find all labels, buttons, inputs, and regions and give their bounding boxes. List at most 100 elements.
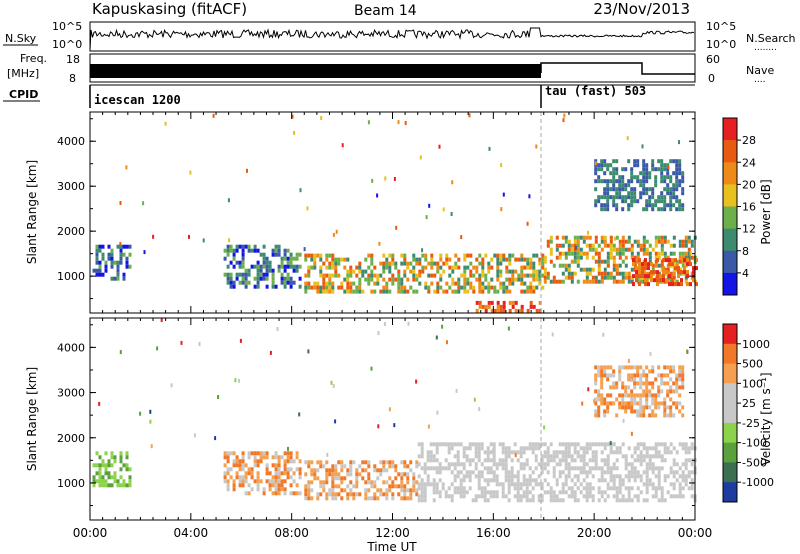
data-cell	[376, 468, 380, 473]
data-cell	[558, 263, 562, 268]
data-cell	[639, 183, 643, 188]
data-cell	[653, 270, 656, 275]
data-cell	[400, 285, 404, 290]
data-cell	[433, 273, 437, 278]
data-cell	[660, 235, 664, 240]
data-cell	[621, 243, 625, 248]
data-cell	[101, 483, 105, 488]
data-cell	[238, 244, 242, 249]
data-cell	[442, 207, 445, 212]
data-cell	[382, 464, 386, 469]
data-cell	[642, 179, 646, 184]
data-cell	[462, 462, 466, 467]
data-cell	[286, 459, 290, 464]
data-cell	[657, 365, 661, 370]
data-cell	[630, 167, 634, 172]
data-cell	[675, 263, 679, 268]
data-cell	[627, 159, 631, 164]
data-cell	[466, 289, 470, 294]
data-cell	[298, 252, 302, 257]
data-cell	[403, 464, 407, 469]
data-cell	[675, 377, 679, 382]
data-cell	[346, 257, 350, 262]
data-cell	[579, 235, 583, 240]
data-cell	[325, 281, 329, 286]
data-cell	[496, 304, 500, 309]
data-cell	[304, 289, 308, 294]
data-cell	[385, 468, 389, 473]
data-cell	[573, 255, 577, 260]
data-cell	[463, 253, 467, 258]
data-cell	[684, 482, 688, 487]
data-cell	[499, 304, 503, 309]
data-cell	[683, 270, 686, 275]
data-cell	[122, 479, 126, 484]
data-cell	[567, 494, 571, 499]
data-cell	[525, 478, 529, 483]
data-cell	[450, 446, 454, 451]
data-cell	[432, 454, 436, 459]
data-cell	[310, 285, 314, 290]
data-cell	[520, 269, 524, 274]
data-cell	[618, 377, 622, 382]
data-cell	[465, 446, 469, 451]
data-cell	[409, 261, 413, 266]
data-cell	[618, 365, 622, 370]
data-cell	[600, 377, 604, 382]
data-cell	[170, 383, 173, 388]
data-cell	[609, 385, 613, 390]
data-cell	[612, 263, 616, 268]
data-cell	[645, 279, 649, 284]
data-cell	[202, 238, 205, 243]
data-cell	[116, 264, 120, 269]
data-cell	[370, 261, 374, 266]
data-cell	[455, 388, 458, 393]
data-cell	[492, 462, 496, 467]
data-cell	[262, 272, 266, 277]
data-cell	[660, 442, 664, 447]
data-cell	[322, 261, 326, 266]
data-cell	[582, 446, 586, 451]
data-cell	[504, 454, 508, 459]
data-cell	[618, 255, 622, 260]
data-cell	[462, 478, 466, 483]
data-cell	[316, 492, 320, 497]
data-cell	[597, 263, 601, 268]
data-cell	[448, 265, 452, 270]
data-cell	[669, 207, 673, 212]
data-cell	[325, 460, 329, 465]
data-cell	[507, 474, 511, 479]
data-cell	[567, 486, 571, 491]
data-cell	[498, 482, 502, 487]
data-cell	[433, 289, 437, 294]
data-cell	[686, 282, 689, 287]
data-cell	[549, 235, 553, 240]
data-cell	[669, 377, 673, 382]
data-cell	[678, 140, 680, 145]
data-cell	[582, 486, 586, 491]
data-cell	[435, 335, 438, 340]
data-cell	[537, 482, 541, 487]
cpid-panel: CPID icescan 1200 tau (fast) 503	[3, 84, 695, 108]
data-cell	[650, 278, 653, 283]
data-cell	[520, 308, 524, 313]
data-cell	[660, 179, 664, 184]
data-cell	[355, 476, 359, 481]
data-cell	[561, 454, 565, 459]
data-cell	[690, 446, 694, 451]
colorbar-swatch	[723, 363, 737, 384]
data-cell	[650, 262, 653, 267]
data-cell	[520, 257, 524, 262]
data-cell	[618, 369, 622, 374]
data-cell	[630, 373, 634, 378]
data-cell	[651, 486, 655, 491]
data-cell	[594, 167, 598, 172]
data-cell	[283, 463, 287, 468]
data-cell	[549, 490, 553, 495]
data-cell	[427, 273, 431, 278]
data-cell	[612, 175, 616, 180]
data-cell	[681, 446, 685, 451]
data-cell	[119, 483, 123, 488]
data-cell	[370, 366, 373, 371]
